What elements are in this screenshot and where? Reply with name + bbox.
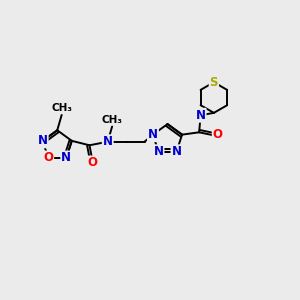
Text: CH₃: CH₃ [102, 115, 123, 125]
Text: S: S [210, 76, 218, 89]
Text: O: O [43, 152, 53, 164]
Text: O: O [87, 156, 98, 170]
Text: N: N [148, 128, 158, 141]
Text: N: N [196, 109, 206, 122]
Text: N: N [61, 152, 71, 164]
Text: N: N [103, 135, 113, 148]
Text: N: N [172, 145, 182, 158]
Text: CH₃: CH₃ [51, 103, 72, 113]
Text: N: N [154, 145, 164, 158]
Text: O: O [213, 128, 223, 141]
Text: N: N [38, 134, 48, 147]
